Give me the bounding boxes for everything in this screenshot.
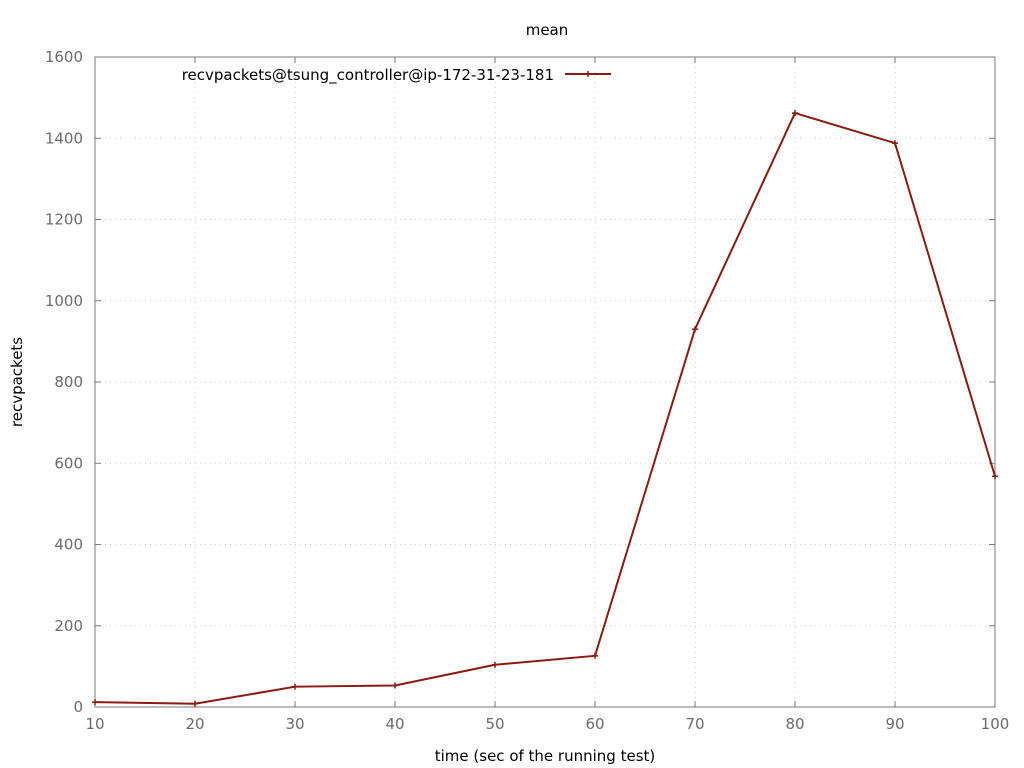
- gridlines: [94, 56, 996, 708]
- x-tick-label: 20: [185, 715, 204, 733]
- y-tick-label: 1400: [45, 129, 83, 147]
- y-tick-label: 1600: [45, 48, 83, 66]
- x-axis-label: time (sec of the running test): [435, 747, 656, 765]
- data-point-marker: [92, 699, 98, 706]
- y-tick-label: 0: [73, 698, 83, 716]
- y-tick-label: 200: [54, 617, 83, 635]
- data-point-marker: [192, 700, 198, 707]
- y-tick-label: 1000: [45, 292, 83, 310]
- x-tick-label: 60: [585, 715, 604, 733]
- x-tick-label: 90: [885, 715, 904, 733]
- data-point-marker: [792, 110, 798, 117]
- x-tick-label: 30: [285, 715, 304, 733]
- data-point-marker: [592, 652, 598, 659]
- x-tick-label: 100: [981, 715, 1010, 733]
- series-line: [94, 112, 996, 705]
- y-tick-label: 400: [54, 536, 83, 554]
- x-tick-label: 40: [385, 715, 404, 733]
- data-point-marker: [992, 473, 998, 480]
- data-point-marker: [292, 683, 298, 690]
- x-tick-label: 10: [85, 715, 104, 733]
- y-tick-label: 1200: [45, 211, 83, 229]
- legend-marker: [585, 71, 591, 77]
- axis-ticks: 10 20 30 40 50 60 70 80 90 1000200400600800100012…: [45, 48, 1010, 733]
- data-point-marker: [892, 140, 898, 147]
- x-tick-label: 80: [785, 715, 804, 733]
- series-layer: [92, 110, 998, 707]
- data-point-marker: [492, 661, 498, 668]
- data-point-marker: [392, 682, 398, 689]
- y-axis-label: recvpackets: [8, 337, 26, 427]
- chart-title: mean: [526, 21, 569, 39]
- x-tick-label: 70: [685, 715, 704, 733]
- legend: recvpackets@tsung_controller@ip-172-31-2…: [182, 66, 611, 85]
- data-point-marker: [692, 326, 698, 333]
- x-tick-label: 50: [485, 715, 504, 733]
- y-tick-label: 800: [54, 373, 83, 391]
- y-tick-label: 600: [54, 454, 83, 472]
- legend-label: recvpackets@tsung_controller@ip-172-31-2…: [182, 66, 554, 85]
